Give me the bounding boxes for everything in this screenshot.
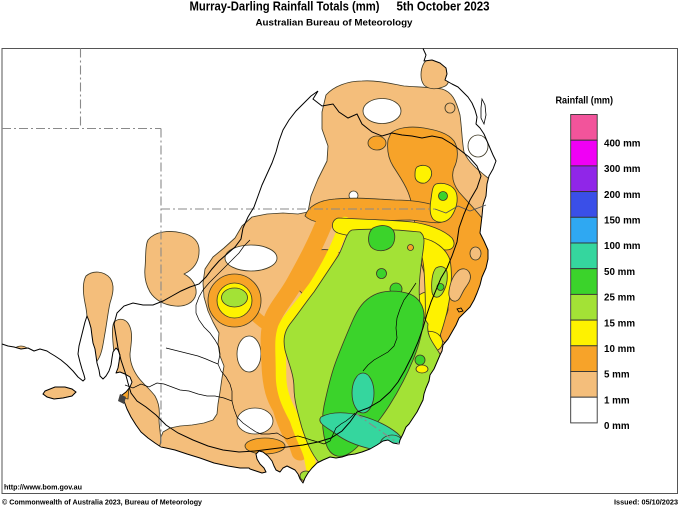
svg-text:100 mm: 100 mm (604, 241, 641, 252)
svg-text:10 mm: 10 mm (604, 344, 635, 355)
svg-text:200 mm: 200 mm (604, 190, 641, 201)
svg-text:Rainfall (mm): Rainfall (mm) (556, 96, 614, 107)
svg-text:50 mm: 50 mm (604, 267, 635, 278)
svg-text:150 mm: 150 mm (604, 216, 641, 227)
svg-text:Australian Bureau of Meteorolo: Australian Bureau of Meteorology (256, 18, 414, 29)
svg-text:5 mm: 5 mm (604, 370, 630, 381)
svg-text:400 mm: 400 mm (604, 138, 641, 149)
svg-text:© Commonwealth of Australia 20: © Commonwealth of Australia 2023, Bureau… (2, 498, 203, 507)
svg-text:0 mm: 0 mm (604, 421, 630, 432)
svg-text:15 mm: 15 mm (604, 318, 635, 329)
svg-text:25 mm: 25 mm (604, 293, 635, 304)
svg-text:Issued: 05/10/2023: Issued: 05/10/2023 (614, 498, 678, 507)
svg-text:1 mm: 1 mm (604, 395, 630, 406)
svg-text:Murray-Darling Rainfall Totals: Murray-Darling Rainfall Totals (mm) (190, 0, 380, 14)
svg-text:5th October 2023: 5th October 2023 (397, 0, 490, 14)
svg-text:http://www.bom.gov.au: http://www.bom.gov.au (4, 483, 82, 492)
svg-text:300 mm: 300 mm (604, 164, 641, 175)
